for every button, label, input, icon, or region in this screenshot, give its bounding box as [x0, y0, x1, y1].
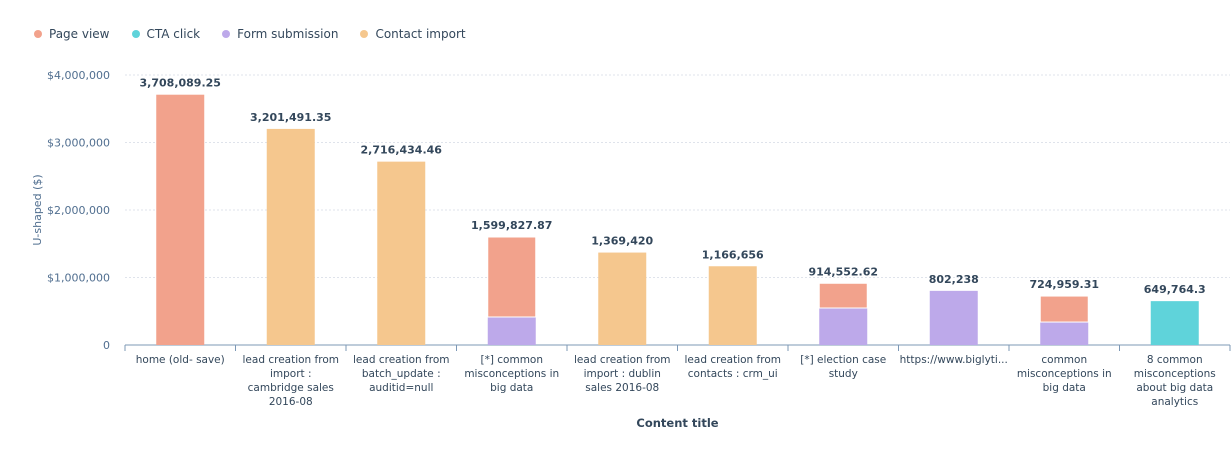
x-tick-label: [*] election case study — [800, 354, 886, 380]
x-tick-label-line: 2016-08 — [269, 396, 313, 408]
x-tick-label-line: big data — [1043, 382, 1086, 394]
bar-segment-page-view — [818, 282, 868, 309]
legend-item-page-view[interactable]: Page view — [34, 27, 110, 41]
bar-segment-page-view — [1039, 295, 1089, 323]
legend-item-cta-click[interactable]: CTA click — [131, 27, 201, 41]
data-label: 1,166,656 — [702, 248, 764, 261]
x-tick-label-line: lead creation from — [685, 354, 781, 366]
x-axis-title: Content title — [636, 416, 718, 430]
data-label: 649,764.3 — [1144, 283, 1206, 296]
x-tick-label-line: [*] election case — [800, 354, 886, 366]
x-tick-label: lead creation from import : cambridge sale… — [243, 354, 339, 408]
x-tick-label-line: misconceptions in — [1017, 368, 1112, 380]
x-tick-label: https://www.biglyti... — [900, 354, 1008, 366]
legend-label: Form submission — [237, 27, 339, 41]
y-tick-label: $1,000,000 — [47, 272, 110, 285]
x-tick-label-line: auditid=null — [369, 382, 433, 394]
data-label: 724,959.31 — [1029, 278, 1099, 291]
x-tick-label-line: import : — [270, 368, 312, 380]
x-tick-label-line: https://www.biglyti... — [900, 354, 1008, 366]
bar-segment-cta-click — [1150, 301, 1199, 345]
data-label: 3,201,491.35 — [250, 111, 331, 124]
x-tick-label-line: contacts : crm_ui — [688, 368, 778, 380]
x-tick-label-line: cambridge sales — [248, 382, 334, 394]
x-tick-label-line: lead creation from — [243, 354, 339, 366]
legend-swatch — [34, 30, 42, 38]
y-tick-label: $4,000,000 — [47, 69, 110, 82]
y-tick-label: 0 — [103, 339, 110, 352]
legend-swatch — [131, 30, 140, 38]
x-tick-label: lead creation from import : dublin sales 2… — [574, 354, 670, 394]
bar-segment-contact-import — [708, 266, 757, 345]
y-axis-title: U-shaped ($) — [31, 174, 44, 245]
x-tick-label-line: [*] common — [480, 354, 543, 366]
x-tick-label-line: big data — [490, 382, 533, 394]
legend-label: Contact import — [375, 27, 466, 41]
legend-item-contact-import[interactable]: Contact import — [360, 27, 466, 41]
legend-label: CTA click — [146, 27, 201, 41]
x-tick-label: lead creation from contacts : crm_ui — [685, 354, 781, 380]
x-tick-label: home (old- save) — [136, 354, 225, 366]
data-label: 3,708,089.25 — [140, 77, 221, 90]
bar-segment-page-view — [487, 236, 537, 318]
data-label: 914,552.62 — [808, 265, 878, 278]
legend-swatch — [222, 30, 231, 38]
bar-segment-form-submission — [487, 316, 536, 345]
chart-legend: Page view CTA click Form submission Cont… — [34, 27, 466, 41]
data-label: 2,716,434.46 — [361, 144, 443, 157]
x-tick-label-line: 8 common — [1147, 354, 1203, 366]
x-tick-label-line: lead creation from — [574, 354, 670, 366]
legend-item-form-submission[interactable]: Form submission — [222, 27, 338, 41]
x-tick-label-line: import : dublin — [584, 368, 661, 380]
bar-segment-contact-import — [598, 252, 647, 345]
x-tick-label-line: sales 2016-08 — [585, 382, 659, 394]
bar-segment-form-submission — [929, 290, 978, 345]
x-tick-label-line: analytics — [1151, 396, 1198, 408]
x-tick-label: common misconceptions in big data — [1017, 354, 1112, 394]
y-tick-label: $3,000,000 — [47, 137, 110, 150]
x-tick-label: [*] common misconceptions in big data — [464, 354, 559, 394]
bar-segment-contact-import — [266, 128, 315, 345]
legend-swatch — [360, 30, 369, 38]
x-tick-label-line: lead creation from — [353, 354, 449, 366]
data-label: 1,599,827.87 — [471, 219, 552, 232]
x-tick-label-line: study — [829, 368, 858, 380]
x-tick-label: 8 common misconceptions about big data anal… — [1134, 354, 1216, 408]
y-tick-label: $2,000,000 — [47, 204, 110, 217]
bar-segment-form-submission — [819, 308, 868, 345]
data-label: 1,369,420 — [591, 235, 653, 248]
bar-segment-form-submission — [1040, 322, 1089, 345]
x-tick-label-line: home (old- save) — [136, 354, 225, 366]
bar-segment-page-view — [156, 94, 205, 345]
legend-label: Page view — [49, 27, 110, 41]
x-tick-label-line: misconceptions in — [464, 368, 559, 380]
bar-segment-contact-import — [377, 161, 426, 345]
x-tick-label-line: misconceptions — [1134, 368, 1216, 380]
x-tick-label-line: common — [1041, 354, 1087, 366]
x-tick-label-line: batch_update : — [362, 368, 441, 380]
x-tick-label-line: about big data — [1136, 382, 1213, 394]
data-label: 802,238 — [929, 273, 979, 286]
x-tick-label: lead creation from batch_update : auditid=… — [353, 354, 449, 394]
